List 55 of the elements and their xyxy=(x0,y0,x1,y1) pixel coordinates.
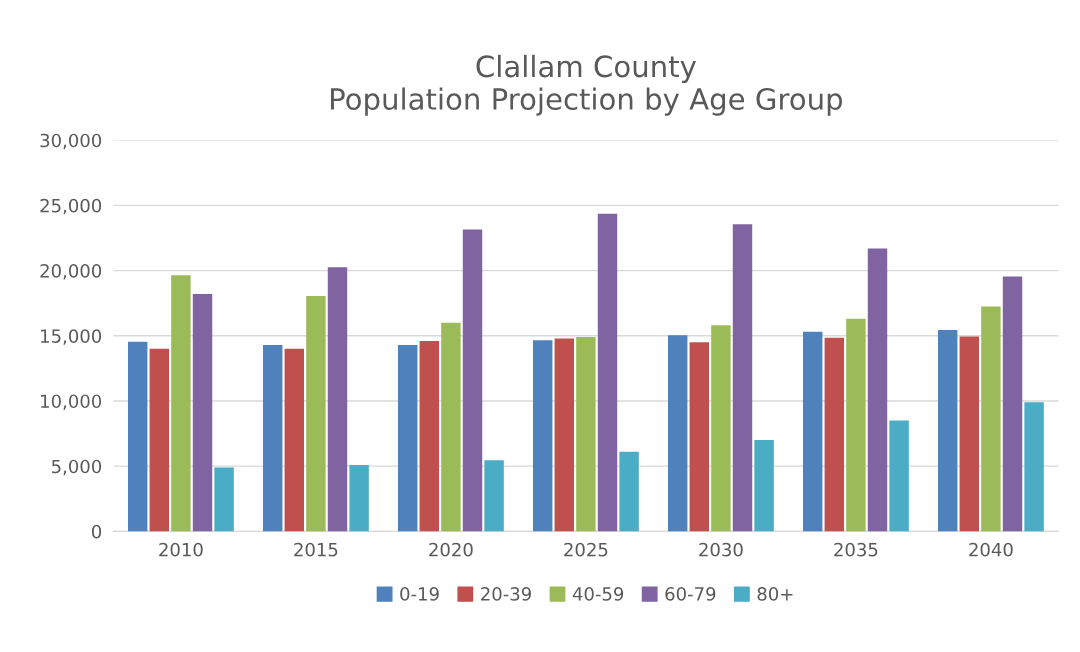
bar xyxy=(597,213,618,532)
legend-label: 80+ xyxy=(757,587,793,601)
x-tick-label: 2035 xyxy=(834,542,878,557)
bar xyxy=(262,344,283,532)
bar xyxy=(284,348,305,532)
bar xyxy=(732,224,753,532)
bar xyxy=(532,340,553,532)
bar xyxy=(1002,276,1023,532)
x-tick-label: 2025 xyxy=(564,542,608,557)
bar xyxy=(397,344,418,532)
bar xyxy=(462,229,483,532)
bar xyxy=(889,420,909,532)
bar xyxy=(349,464,369,532)
bar xyxy=(867,248,888,532)
x-tick-label: 2020 xyxy=(429,542,473,557)
legend-label: 0-19 xyxy=(400,587,439,601)
bar xyxy=(419,341,440,532)
bar xyxy=(754,440,774,532)
bar xyxy=(619,451,639,532)
bar xyxy=(484,460,504,532)
bar xyxy=(171,275,191,532)
legend-label: 20-39 xyxy=(481,587,531,601)
bar xyxy=(824,337,845,532)
bar xyxy=(127,341,148,532)
x-tick-label: 2030 xyxy=(699,542,743,557)
legend-label: 60-79 xyxy=(665,587,716,601)
bar xyxy=(689,342,710,532)
bar xyxy=(306,296,326,532)
chart-title: Clallam County Population Projection by Age Group xyxy=(331,54,843,116)
legend-label: 40-59 xyxy=(572,587,624,601)
bar xyxy=(937,329,958,532)
bar xyxy=(802,331,823,532)
bar xyxy=(1024,402,1044,532)
y-tick-label: 15,000 xyxy=(41,329,102,345)
bar xyxy=(554,338,575,532)
bar xyxy=(959,336,980,532)
bar xyxy=(327,267,348,532)
y-tick-label: 10,000 xyxy=(41,394,102,410)
bar xyxy=(576,337,596,532)
x-tick-label: 2010 xyxy=(159,542,203,557)
y-tick-label: 20,000 xyxy=(40,264,102,280)
x-tick-label: 2015 xyxy=(294,542,338,557)
y-tick-label: 30,000 xyxy=(40,133,102,150)
bar xyxy=(711,325,731,532)
y-tick-label: 25,000 xyxy=(40,198,102,215)
y-tick-label: 5,000 xyxy=(51,459,102,476)
bar xyxy=(441,322,461,532)
bar xyxy=(846,318,866,532)
x-tick-label: 2040 xyxy=(969,542,1013,557)
bar xyxy=(667,335,688,532)
bar xyxy=(981,306,1001,532)
bar xyxy=(214,467,234,532)
bar xyxy=(149,348,170,532)
bar xyxy=(192,294,213,532)
y-tick-label: 0 xyxy=(91,524,102,539)
